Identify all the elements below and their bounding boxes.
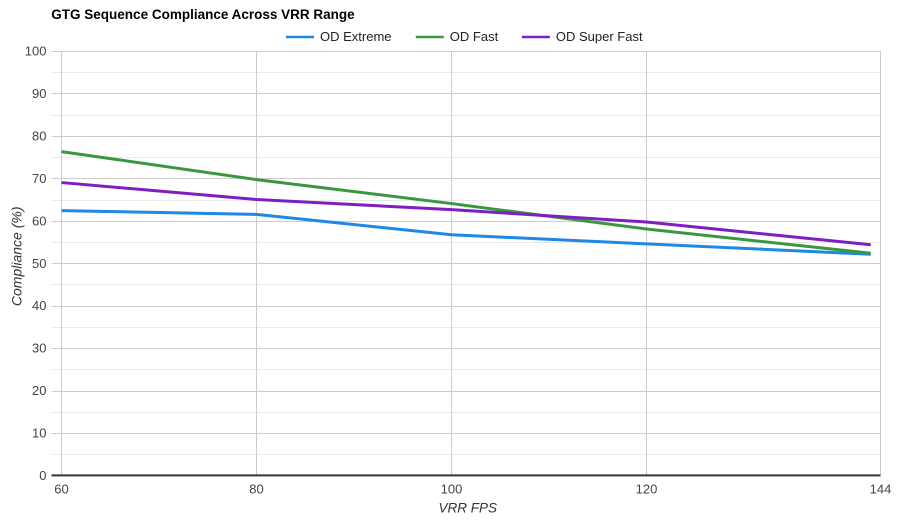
svg-text:100: 100	[25, 44, 47, 59]
svg-text:100: 100	[441, 482, 463, 497]
svg-text:144: 144	[870, 482, 892, 497]
svg-text:60: 60	[54, 482, 68, 497]
svg-text:0: 0	[39, 468, 46, 483]
svg-text:80: 80	[32, 129, 46, 144]
svg-text:GTG Sequence Compliance Across: GTG Sequence Compliance Across VRR Range	[51, 7, 355, 22]
svg-text:90: 90	[32, 86, 46, 101]
svg-text:30: 30	[32, 341, 46, 356]
svg-text:50: 50	[32, 256, 46, 271]
svg-text:OD Super Fast: OD Super Fast	[556, 29, 643, 44]
svg-text:OD Extreme: OD Extreme	[320, 29, 392, 44]
svg-text:Compliance (%): Compliance (%)	[8, 207, 24, 307]
svg-text:80: 80	[249, 482, 263, 497]
svg-text:40: 40	[32, 298, 46, 313]
svg-text:VRR FPS: VRR FPS	[438, 501, 497, 516]
svg-text:20: 20	[32, 383, 46, 398]
svg-text:OD Fast: OD Fast	[450, 29, 499, 44]
svg-text:70: 70	[32, 171, 46, 186]
svg-text:120: 120	[636, 482, 658, 497]
svg-text:60: 60	[32, 213, 46, 228]
svg-text:10: 10	[32, 426, 46, 441]
